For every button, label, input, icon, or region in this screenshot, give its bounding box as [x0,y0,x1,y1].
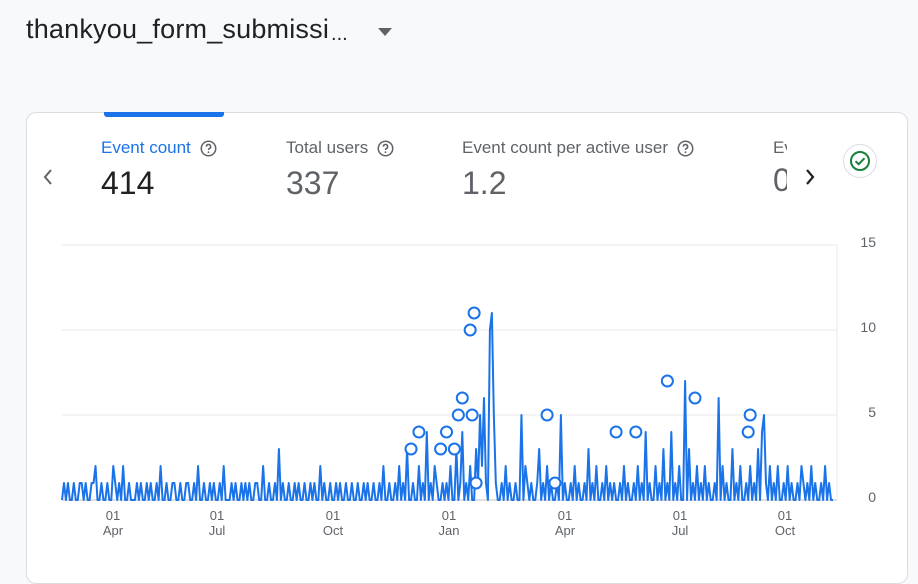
metric-value: 337 [286,165,340,201]
data-point-marker [440,425,454,439]
metric-tab-total-users[interactable]: Total users 337 [286,138,394,202]
data-point-marker [629,425,643,439]
metric-label: Event count per active user [462,138,669,157]
metric-tab-clipped[interactable]: Ev 0 [769,138,787,208]
event-title-text: thankyou_form_submissi [26,14,330,44]
data-point-marker [540,408,554,422]
y-tick-label: 0 [868,489,876,505]
x-tick-month: Jul [209,523,226,538]
metric-tab-event-count[interactable]: Event count 414 [101,138,217,202]
chevron-left-icon[interactable] [39,165,57,189]
data-point-marker [609,425,623,439]
x-tick-month: Jul [672,523,689,538]
active-tab-indicator [104,112,224,117]
x-tick-day: 01 [106,508,120,523]
data-point-marker [404,442,418,456]
help-circle-icon[interactable] [677,140,694,157]
data-point-marker [467,306,481,320]
data-point-marker [548,476,562,490]
data-point-marker [688,391,702,405]
y-tick-label: 15 [860,234,876,250]
check-circle-icon[interactable] [843,144,877,178]
metric-value: 414 [101,165,155,201]
y-tick-label: 10 [860,319,876,335]
metric-tab-event-count-per-active-user[interactable]: Event count per active user 1.2 [462,138,694,202]
x-tick-day: 01 [558,508,572,523]
event-title-ellipsis: ... [331,23,348,45]
x-tick-month: Apr [555,523,576,538]
help-circle-icon[interactable] [377,140,394,157]
data-point-marker [447,442,461,456]
x-tick-day: 01 [442,508,456,523]
data-point-marker [465,408,479,422]
data-point-marker [463,323,477,337]
x-tick-day: 01 [210,508,224,523]
x-tick-month: Oct [775,523,796,538]
metrics-card: Event count 414 Total users 337 Event co… [26,112,908,584]
data-point-marker [412,425,426,439]
help-circle-icon[interactable] [200,140,217,157]
metric-value: 0 [773,162,787,198]
metric-label: Total users [286,138,369,157]
data-point-marker [434,442,448,456]
metric-label: Ev [773,138,787,157]
caret-down-icon[interactable] [378,28,392,36]
data-point-marker [741,425,755,439]
data-point-marker [451,408,465,422]
x-tick-day: 01 [673,508,687,523]
series-line-event-count [61,312,833,501]
event-title[interactable]: thankyou_form_submissi ... [26,12,348,52]
data-point-marker [743,408,757,422]
metric-label: Event count [101,138,191,157]
data-point-marker [660,374,674,388]
chevron-right-icon[interactable] [801,165,819,189]
x-tick-month: Jan [439,523,460,538]
x-tick-month: Oct [323,523,344,538]
x-tick-day: 01 [326,508,340,523]
data-point-marker [469,476,483,490]
x-tick-day: 01 [778,508,792,523]
x-tick-month: Apr [103,523,124,538]
y-tick-label: 5 [868,404,876,420]
metric-value: 1.2 [462,165,507,201]
data-point-marker [455,391,469,405]
